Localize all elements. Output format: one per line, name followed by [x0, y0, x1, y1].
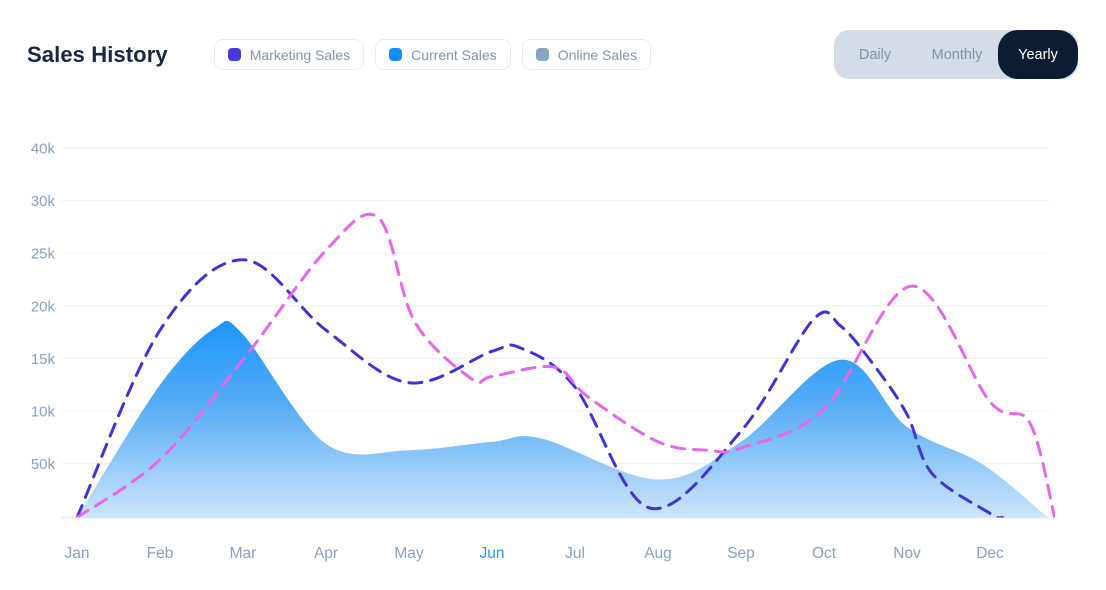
- page-title: Sales History: [27, 41, 168, 67]
- online-sales-swatch-icon: [535, 48, 549, 61]
- series-area-current-sales: [77, 320, 1049, 518]
- y-axis-label: 50k: [31, 456, 56, 473]
- legend-chip-current-sales[interactable]: Current Sales: [375, 39, 511, 70]
- series-line-online-sales: [75, 212, 1055, 518]
- marketing-sales-swatch-icon: [227, 48, 241, 61]
- y-axis-label: 40k: [31, 141, 56, 158]
- y-axis-label: 25k: [31, 246, 56, 263]
- panel-header: Sales History Marketing Sales Current Sa…: [0, 0, 1106, 79]
- y-axis-label: 15k: [31, 351, 56, 368]
- legend-chip-label: Marketing Sales: [249, 46, 351, 63]
- legend-chip-label: Online Sales: [557, 46, 638, 63]
- x-axis-label[interactable]: Apr: [314, 545, 338, 562]
- y-axis-label: 20k: [31, 298, 56, 315]
- x-axis-label[interactable]: Aug: [644, 545, 672, 562]
- x-axis-label[interactable]: May: [394, 545, 424, 562]
- x-axis-label[interactable]: Mar: [230, 545, 257, 562]
- x-axis-label[interactable]: Oct: [812, 545, 837, 562]
- range-option-monthly[interactable]: Monthly: [916, 30, 998, 79]
- range-option-daily[interactable]: Daily: [834, 30, 916, 79]
- range-option-yearly[interactable]: Yearly: [998, 30, 1078, 79]
- x-axis-label[interactable]: Dec: [976, 545, 1004, 562]
- legend-chip-online-sales[interactable]: Online Sales: [521, 39, 652, 70]
- x-axis-label[interactable]: Jun: [480, 545, 505, 562]
- series-line-marketing-sales: [75, 258, 1004, 518]
- y-axis-label: 30k: [31, 193, 56, 210]
- chart-legend: Marketing Sales Current Sales Online Sal…: [213, 39, 652, 70]
- y-axis-label: 10k: [31, 404, 56, 421]
- legend-chip-label: Current Sales: [411, 46, 497, 63]
- x-axis-label[interactable]: Jul: [565, 545, 585, 562]
- range-switcher: Daily Monthly Yearly: [834, 30, 1078, 79]
- legend-chip-marketing-sales[interactable]: Marketing Sales: [213, 39, 365, 70]
- x-axis-label[interactable]: Nov: [893, 545, 921, 562]
- x-axis-label[interactable]: Feb: [147, 545, 174, 562]
- x-axis-label[interactable]: Jan: [65, 545, 90, 562]
- x-axis-label[interactable]: Sep: [727, 545, 755, 562]
- current-sales-swatch-icon: [389, 48, 403, 61]
